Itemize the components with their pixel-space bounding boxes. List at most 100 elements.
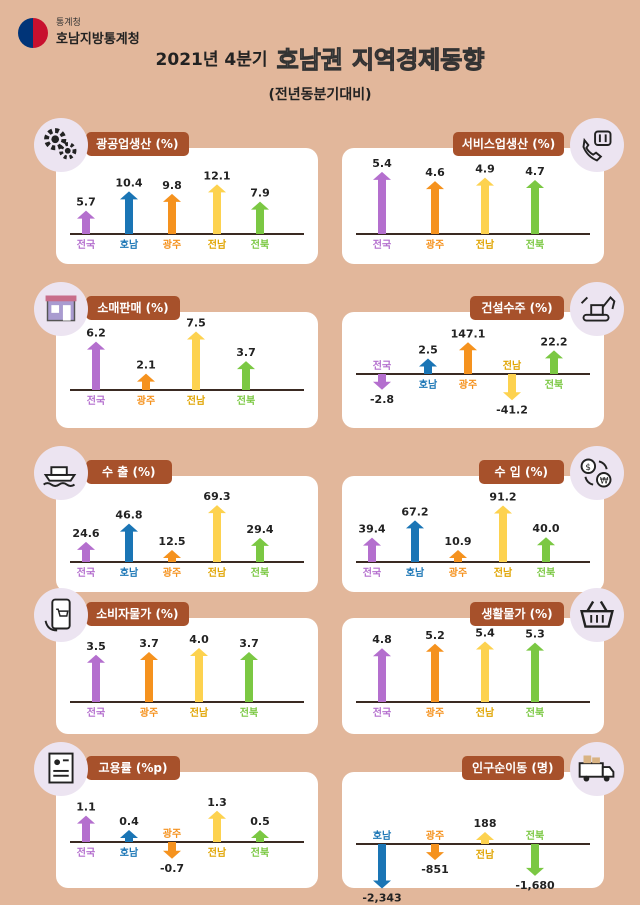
- category-label: 전북: [526, 238, 544, 251]
- category-label: 광주: [426, 830, 444, 842]
- bar-호남: 67.2 호남: [401, 505, 428, 579]
- bar-arrow: [77, 210, 95, 234]
- bar-arrow: [120, 191, 138, 234]
- category-label: 전국: [77, 566, 95, 579]
- value-label: 22.2: [540, 335, 567, 348]
- bar-arrow: [476, 832, 494, 844]
- bar-전남: 4.9 전남: [475, 163, 495, 251]
- value-label: 40.0: [532, 522, 559, 535]
- bar-호남: -2,343 호남: [362, 829, 401, 905]
- phone-service-icon: [570, 118, 624, 172]
- bar-arrow: [545, 350, 563, 374]
- chart-panel-mining: 5.7 전국 10.4 호남 9.8 광주 12.1 전남 7.9 전북: [56, 148, 318, 264]
- bar-호남: 10.4 호남: [115, 176, 142, 251]
- bar-전북: 5.3 전북: [525, 628, 545, 719]
- category-label: 광주: [426, 239, 444, 251]
- bar-arrow: [419, 358, 437, 374]
- bar-전국: 39.4 전국: [358, 523, 385, 579]
- chart-svg: 6.2 전국 2.1 광주 7.5 전남 3.7 전북: [70, 317, 304, 408]
- bar-전북: 40.0 전북: [532, 522, 559, 579]
- value-label: 4.9: [475, 163, 495, 176]
- bar-전국: 5.4 전국: [372, 157, 392, 251]
- bar-arrow: [503, 374, 521, 401]
- value-label: 188: [474, 817, 497, 830]
- value-label: -0.7: [160, 862, 184, 875]
- agency-label: 통계청: [56, 18, 81, 28]
- excavator-icon: [570, 282, 624, 336]
- value-label: 5.3: [525, 628, 545, 641]
- category-label: 광주: [163, 567, 181, 579]
- bar-arrow: [120, 830, 138, 842]
- bar-전남: 7.5 전남: [186, 317, 206, 408]
- value-label: 5.2: [425, 629, 445, 642]
- bar-전국: 3.5 전국: [86, 640, 106, 719]
- value-label: 1.3: [207, 796, 227, 809]
- title-period: 2021년 4분기: [155, 50, 268, 70]
- chart-panel-living: 4.8 전국 5.2 광주 5.4 전남 5.3 전북: [342, 618, 604, 734]
- bar-전남: 12.1 전남: [203, 169, 230, 251]
- chart-title: 인구순이동 (명): [461, 756, 564, 780]
- value-label: 91.2: [489, 490, 516, 503]
- category-label: 전북: [251, 566, 269, 579]
- category-label: 전국: [87, 706, 105, 719]
- value-label: 147.1: [451, 327, 486, 340]
- bar-광주: 4.6 광주: [425, 166, 445, 251]
- bar-arrow: [208, 505, 226, 562]
- bar-arrow: [426, 181, 444, 234]
- value-label: 0.4: [119, 815, 139, 828]
- ship-icon: [34, 446, 88, 500]
- chart-title: 서비스업생산 (%): [453, 132, 564, 156]
- bar-arrow: [449, 550, 467, 562]
- category-label: 전북: [526, 829, 544, 842]
- category-label: 호남: [120, 566, 139, 579]
- value-label: 39.4: [358, 523, 385, 536]
- bar-광주: 2.1 광주: [136, 359, 156, 407]
- value-label: 46.8: [115, 509, 142, 522]
- bar-전국: 1.1 전국: [76, 801, 96, 859]
- value-label: 24.6: [72, 527, 99, 540]
- bar-광주: 5.2 광주: [425, 629, 445, 719]
- bar-arrow: [163, 550, 181, 562]
- category-label: 전국: [373, 238, 391, 251]
- category-label: 전국: [87, 394, 105, 407]
- category-label: 전남: [208, 238, 227, 251]
- value-label: 6.2: [86, 327, 106, 340]
- chart-panel-employment: 1.1 전국 0.4 호남 -0.7 광주 1.3 전남 0.5 전북: [56, 772, 318, 888]
- value-label: -1,680: [515, 879, 555, 892]
- category-label: 전남: [187, 394, 206, 407]
- title-main: 지역경제동향: [351, 46, 485, 75]
- value-label: -41.2: [496, 403, 528, 416]
- category-label: 전국: [373, 706, 391, 719]
- bar-arrow: [163, 193, 181, 234]
- bar-전북: 29.4 전북: [246, 523, 273, 579]
- category-label: 전남: [476, 238, 495, 251]
- bar-arrow: [526, 844, 544, 876]
- chart-title: 소매판매 (%): [86, 296, 180, 320]
- value-label: 3.7: [139, 637, 159, 650]
- bar-arrow: [406, 520, 424, 562]
- chart-panel-import: 39.4 전국 67.2 호남 10.9 광주 91.2 전남 40.0 전북: [342, 476, 604, 592]
- bar-arrow: [526, 179, 544, 234]
- value-label: 12.5: [158, 535, 185, 548]
- value-label: 1.1: [76, 801, 96, 814]
- chart-title: 수 출 (%): [86, 460, 172, 484]
- bar-전북: 22.2 전북: [540, 335, 567, 391]
- bar-호남: 46.8 호남: [115, 509, 142, 579]
- svg-text:₩: ₩: [600, 477, 609, 487]
- value-label: -2.8: [370, 393, 394, 406]
- value-label: 9.8: [162, 179, 182, 192]
- category-label: 전북: [537, 566, 555, 579]
- bar-전남: 91.2 전남: [489, 490, 516, 579]
- bar-arrow: [494, 505, 512, 562]
- value-label: 10.9: [444, 535, 471, 548]
- category-label: 광주: [426, 707, 444, 719]
- category-label: 전북: [526, 706, 544, 719]
- value-label: 3.5: [86, 640, 106, 653]
- category-label: 광주: [449, 567, 467, 579]
- chart-panel-retail: 6.2 전국 2.1 광주 7.5 전남 3.7 전북: [56, 312, 318, 428]
- bar-arrow: [426, 844, 444, 861]
- value-label: 5.4: [475, 627, 495, 640]
- chart-panel-export: 24.6 전국 46.8 호남 12.5 광주 69.3 전남 29.4 전북: [56, 476, 318, 592]
- bar-전남: 188 전남: [474, 817, 497, 861]
- bar-arrow: [240, 652, 258, 702]
